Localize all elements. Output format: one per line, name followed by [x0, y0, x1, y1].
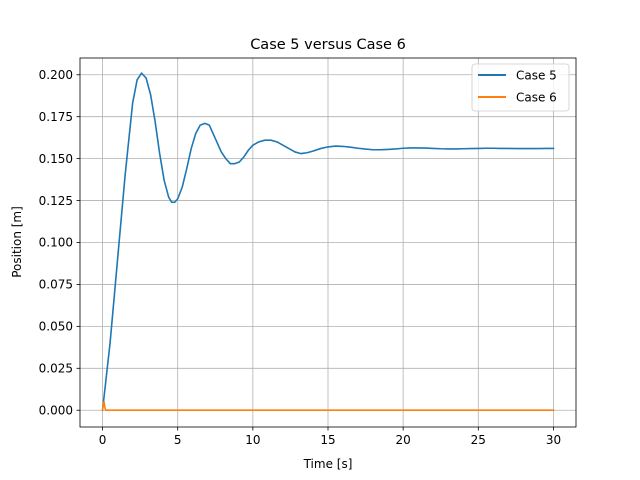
y-tick-label: 0.150	[39, 152, 73, 166]
legend: Case 5 Case 6	[471, 63, 570, 112]
legend-label-case-5: Case 5	[516, 69, 557, 83]
series-line-case-5	[101, 72, 555, 412]
y-tick-label: 0.050	[39, 320, 73, 334]
y-tick-label: 0.000	[39, 403, 73, 417]
y-tick-label: 0.125	[39, 194, 73, 208]
legend-label-case-6: Case 6	[516, 91, 557, 105]
y-tick-label: 0.200	[39, 68, 73, 82]
x-tick-label: 0	[99, 433, 107, 447]
ticks: 0 5 10 15 20 25 30 0.000 0.025 0.050 0.075 0.100 0.1…	[39, 68, 561, 447]
y-axis-label: Position [m]	[10, 206, 24, 278]
x-tick-label: 30	[546, 433, 561, 447]
series-lines	[101, 72, 555, 412]
x-tick-label: 15	[320, 433, 335, 447]
chart-title: Case 5 versus Case 6	[250, 37, 406, 53]
y-tick-label: 0.025	[39, 361, 73, 375]
y-tick-label: 0.100	[39, 236, 73, 250]
y-tick-label: 0.075	[39, 278, 73, 292]
x-tick-label: 25	[471, 433, 486, 447]
x-tick-label: 5	[174, 433, 182, 447]
series-line-case-6	[101, 401, 555, 412]
x-tick-label: 20	[396, 433, 411, 447]
x-tick-label: 10	[245, 433, 260, 447]
x-axis-label: Time [s]	[303, 457, 353, 471]
y-tick-label: 0.175	[39, 110, 73, 124]
